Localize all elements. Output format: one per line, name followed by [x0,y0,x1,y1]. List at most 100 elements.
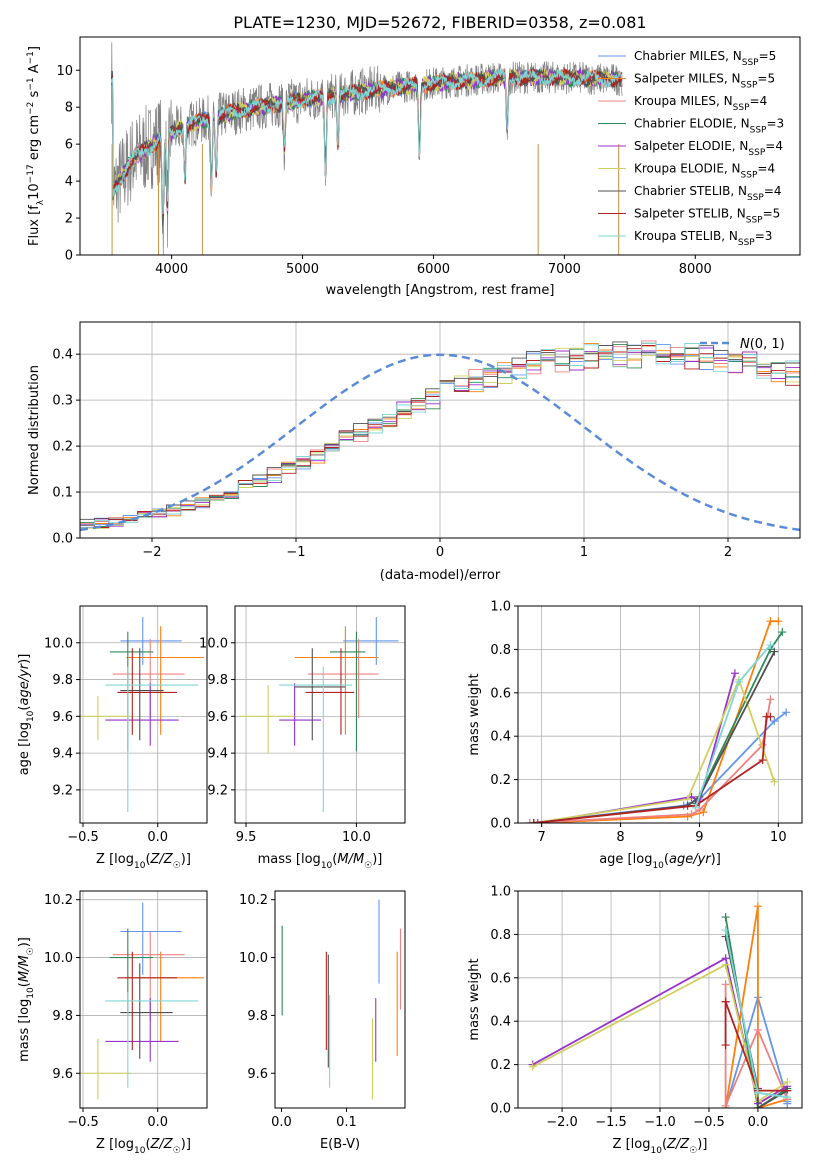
x-tick-label: −1.0 [644,1115,676,1130]
legend-label: Chabrier ELODIE, NSSP=3 [634,117,784,136]
mass-weight-point [774,617,783,626]
x-axis-label: mass [log10(M/M☉)] [258,852,383,871]
legend-label: Salpeter ELODIE, NSSP=4 [634,139,783,158]
mass-weight-point [721,960,730,969]
mass-weight-point [770,717,779,726]
mass-weight-point [753,902,762,911]
x-tick-label: 10.0 [342,830,371,845]
x-tick-label: −0.5 [693,1115,725,1130]
y-axis-label: Flux [fλ10−17 erg cm−2 s−1 A−1] [26,46,46,246]
y-tick-label: 10.0 [199,636,228,651]
mass-vs-metallicity-panel: −0.5 0.0 9.6 9.8 10.0 10.2 Z [log10(Z/Z☉)] mass… [17,890,208,1156]
mass-weight-point [753,1025,762,1034]
y-tick-label: 6 [65,138,73,153]
mass-weight-point [782,708,791,717]
x-axis-label: age [log10(age/yr)] [599,852,721,871]
mass-weight-point [770,777,779,786]
x-tick-label: 7000 [548,262,581,277]
y-tick-label: 10.0 [239,951,268,966]
errorbar-plot-area [239,617,399,812]
x-tick-label: 9.5 [236,830,257,845]
mass-weight-point [734,677,743,686]
axes-frame [79,36,801,256]
mass-weight-point [687,810,696,819]
legend-label: Kroupa ELODIE, NSSP=4 [634,162,775,181]
y-tick-label: 0.0 [52,532,73,547]
x-tick-label: 0 [436,545,444,560]
mass-weight-series-line [533,620,779,823]
y-tick-label: 9.6 [52,710,73,725]
y-tick-label: 4 [65,175,73,190]
mass-weight-point [778,628,787,637]
mass-weight-vs-age-panel: 7 8 9 10 0.0 0.2 0.4 0.6 0.8 1.0 age [log10(age/yr… [467,600,803,871]
y-tick-label: 10.2 [239,893,268,908]
y-tick-label: 10 [56,64,73,79]
mass-weight-point [721,913,730,922]
histogram-step [80,342,800,526]
x-axis-label: E(B-V) [320,1137,360,1152]
y-tick-label: 9.2 [207,783,228,798]
histogram-step [80,341,800,520]
x-tick-label: 0.1 [336,1115,357,1130]
y-tick-label: 0.4 [490,1015,511,1030]
mass-weight-series-line [537,673,736,823]
x-tick-label: −0.5 [67,830,99,845]
x-tick-label: 0.0 [147,1115,168,1130]
y-axis-label: mass weight [467,958,482,1040]
y-axis-label: age [log10(age/yr)] [17,654,36,776]
y-tick-label: 1.0 [490,600,511,615]
mass-weight-series-line [532,963,788,1103]
y-tick-label: 0.2 [52,440,73,455]
y-tick-label: 9.4 [52,747,73,762]
y-tick-label: 0.4 [490,730,511,745]
mass-weight-point [721,1041,730,1050]
axes-frame [79,605,208,824]
y-tick-label: 9.6 [247,1067,268,1082]
line-plot-area [525,617,791,823]
x-tick-label: 8 [616,830,624,845]
errorbar-plot-area [281,899,402,1100]
y-tick-label: 0.6 [490,971,511,986]
y-tick-label: 2 [65,212,73,227]
y-tick-label: 0.3 [52,394,73,409]
model-spectrum-line [111,68,623,215]
mass-weight-point [528,1062,537,1071]
x-axis-label: Z [log10(Z/Z☉)] [96,852,191,871]
legend-label: Chabrier MILES, NSSP=5 [634,49,776,68]
mass-weight-point [783,1077,792,1086]
mass-weight-point [783,1093,792,1102]
y-tick-label: 10.2 [44,893,73,908]
mass-weight-point [770,647,779,656]
y-tick-label: 9.6 [52,1067,73,1082]
mass-weight-point [721,926,730,935]
x-tick-label: −2 [142,545,161,560]
mass-weight-point [753,1104,762,1108]
age-vs-metallicity-panel: −0.5 0.0 9.2 9.4 9.6 9.8 10.0 Z [log10(Z/Z☉)] ag… [17,605,208,871]
mass-weight-vs-metallicity-panel: −2.0 −1.5 −1.0 −0.5 0.0 0.0 0.2 0.4 0.6 0.8 1.0 Z [… [467,885,803,1156]
mass-weight-series-line [724,929,788,1099]
mass-weight-series-line [533,715,771,823]
x-tick-label: 1 [580,545,588,560]
histogram-step [80,343,800,526]
y-tick-label: 0.4 [52,348,73,363]
mass-vs-ebv-panel: 0.0 0.1 9.6 9.8 10.0 10.2 E(B-V) [239,890,406,1152]
y-tick-label: 9.2 [52,783,73,798]
age-vs-mass-panel: 9.5 10.0 9.2 9.4 9.6 9.8 10.0 mass [log10(M/M☉)… [199,605,406,871]
mass-weight-series-line [533,677,776,823]
line-plot-area [528,902,792,1108]
mass-weight-point [529,819,538,823]
axes-frame [517,890,803,1109]
mass-weight-point [766,617,775,626]
mass-weight-series-line [529,711,787,823]
y-axis-label: Normed distribution [27,365,42,495]
legend-label: Kroupa STELIB, NSSP=3 [634,229,772,248]
axes-frame [234,605,406,824]
y-tick-label: 0.8 [490,643,511,658]
y-axis-label: mass weight [467,673,482,755]
legend-label: N(0, 1) [740,337,785,352]
x-tick-label: 8000 [679,262,712,277]
mass-weight-point [533,819,542,823]
x-axis-label: Z [log10(Z/Z☉)] [613,1137,708,1156]
mass-weight-point [766,695,775,704]
